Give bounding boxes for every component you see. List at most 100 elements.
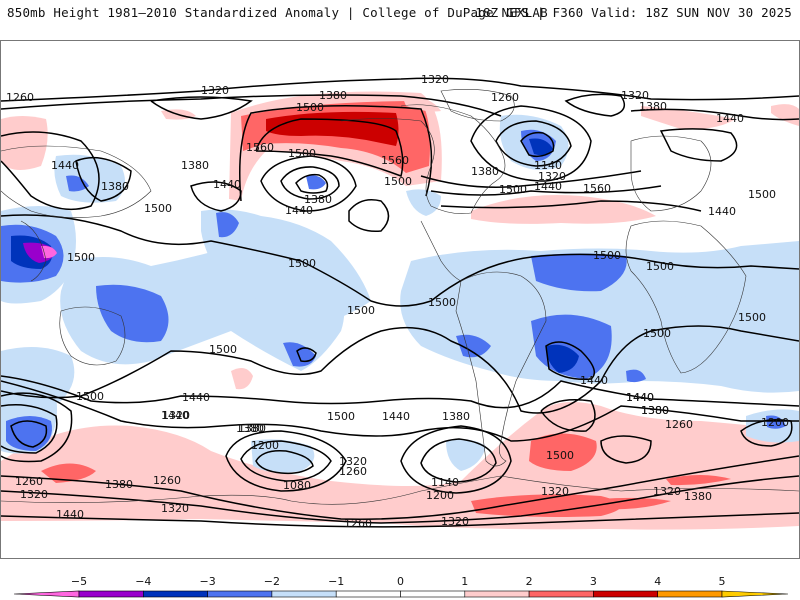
contour-nz-low-inner [10,420,48,448]
coast-asia [1,145,152,218]
contour-label: 1200 [251,439,279,452]
anom-neg2-kerguelen [766,415,786,429]
contour-label: 1440 [382,410,410,423]
anom-pos2-west-edge [601,497,671,510]
colorbar-bin [528,590,594,598]
colorbar-tick-label: 4 [654,575,661,588]
contour-label: 1260 [6,91,34,104]
anom-neg3-labrador [529,138,553,156]
contour-label: 1200 [761,416,789,429]
contour-east-asia [1,131,100,211]
colorbar-bin [593,590,659,598]
contour-1440-scandinavia [659,128,738,162]
contour-label: 1560 [246,141,274,154]
colorbar-bin [271,590,337,598]
contour-label: 1500 [288,257,316,270]
colorbar-tick-label: −4 [135,575,151,588]
colorbar-bin [400,590,466,598]
coast-europe [630,135,712,212]
contour-label: 1500 [428,296,456,309]
contour-label: 1320 [441,515,469,528]
coastlines [1,89,799,505]
contour-label: 1440 [716,112,744,125]
contour-label: 1440 [182,391,210,404]
contour-1560-alaska [255,118,404,177]
colorbar-bin [143,590,208,598]
anom-pos2-south-atlantic [529,433,597,471]
contour-label: 1500 [144,202,172,215]
coast-greenland [440,89,515,122]
contour-label: 1380 [319,89,347,102]
contour-goa-ridge [348,199,390,233]
colorbar-tick-label: 3 [590,575,597,588]
contour-bell-low-outer [400,425,512,494]
contour-label: 1380 [641,404,669,417]
contour-label: 1260 [153,474,181,487]
map-title: 850mb Height 1981–2010 Standardized Anom… [7,5,548,20]
contour-label: 1440 [285,204,313,217]
contour-label: 1500 [593,249,621,262]
contour-indian-high [600,435,652,464]
height-contours [1,77,799,528]
coast-africa [625,220,747,374]
colorbar-tick-label: −5 [71,575,87,588]
contour-label: 1320 [653,485,681,498]
anom-neg2-indonesia [96,284,169,343]
anom-neg1-africa [661,296,755,372]
contour-label: 1380 [641,404,669,417]
contour-label: 1500 [288,147,316,160]
colorbar-ticks: −5 −4 −3 −2 −1 0 1 2 3 4 5 [71,575,726,588]
coast-north-america [340,104,506,214]
contour-ross-low-inner [255,449,314,475]
contour-label: 1140 [534,159,562,172]
contour-label: 1380 [238,422,266,435]
contour-1500-tropics [1,214,799,307]
colorbar-bin [335,590,401,598]
anom-neg3-brazil [546,344,579,373]
contour-nz-low-outer [1,392,73,463]
contour-greenland [564,93,626,117]
contour-label: 1320 [421,73,449,86]
contour-label: 1380 [181,159,209,172]
contour-label: 1500 [76,390,104,403]
contour-labrador-low-inner [520,131,555,158]
contour-label: 1260 [344,517,372,530]
contour-1320-antarctic [1,475,799,524]
anomaly-shading [1,91,799,530]
contour-label: 1260 [339,465,367,478]
contour-label: 1500 [643,327,671,340]
anom-pos1-nw-pacific [1,116,48,170]
anomaly-map: 1320 1380 1320 1260 1500 1560 1560 1500 … [1,73,799,530]
contour-label: 1500 [499,183,527,196]
contour-bell-low-mid [420,438,497,483]
contour-goa-low-inner [295,173,329,194]
anom-neg2-goa [306,175,326,190]
anom-neg2-pacific-small1 [216,212,239,238]
contour-label: 1500 [347,304,375,317]
contour-siberia [150,96,253,120]
contour-label: 1560 [583,182,611,195]
contour-label: 1440 [626,391,654,404]
contour-label: 1320 [541,485,569,498]
coast-central-america [420,220,462,282]
anom-pos3-alaska [266,111,399,146]
contour-label: 1260 [15,475,43,488]
coast-australia [59,306,126,366]
contour-label: 1380 [471,165,499,178]
contour-label: 1440 [161,409,189,422]
anom-pos2-east-antarctic [666,475,731,486]
contour-label: 1320 [201,84,229,97]
contour-label: 1500 [748,188,776,201]
contour-label: 1320 [339,455,367,468]
anom-pos2-antarctic-shelf [471,494,621,517]
contour-label: 1260 [665,418,693,431]
contour-1380-scandinavia [630,108,799,121]
contour-1440-south [1,375,799,409]
anom-neg2-atlantic [531,253,627,292]
contour-brazil-low [545,341,596,381]
contour-label: 1500 [646,260,674,273]
contour-label: 1080 [283,479,311,492]
anom-pos1-arctic-east [771,104,799,126]
anom-neg2-peru [456,334,491,358]
anom-neg1-bellingshausen [446,439,486,471]
